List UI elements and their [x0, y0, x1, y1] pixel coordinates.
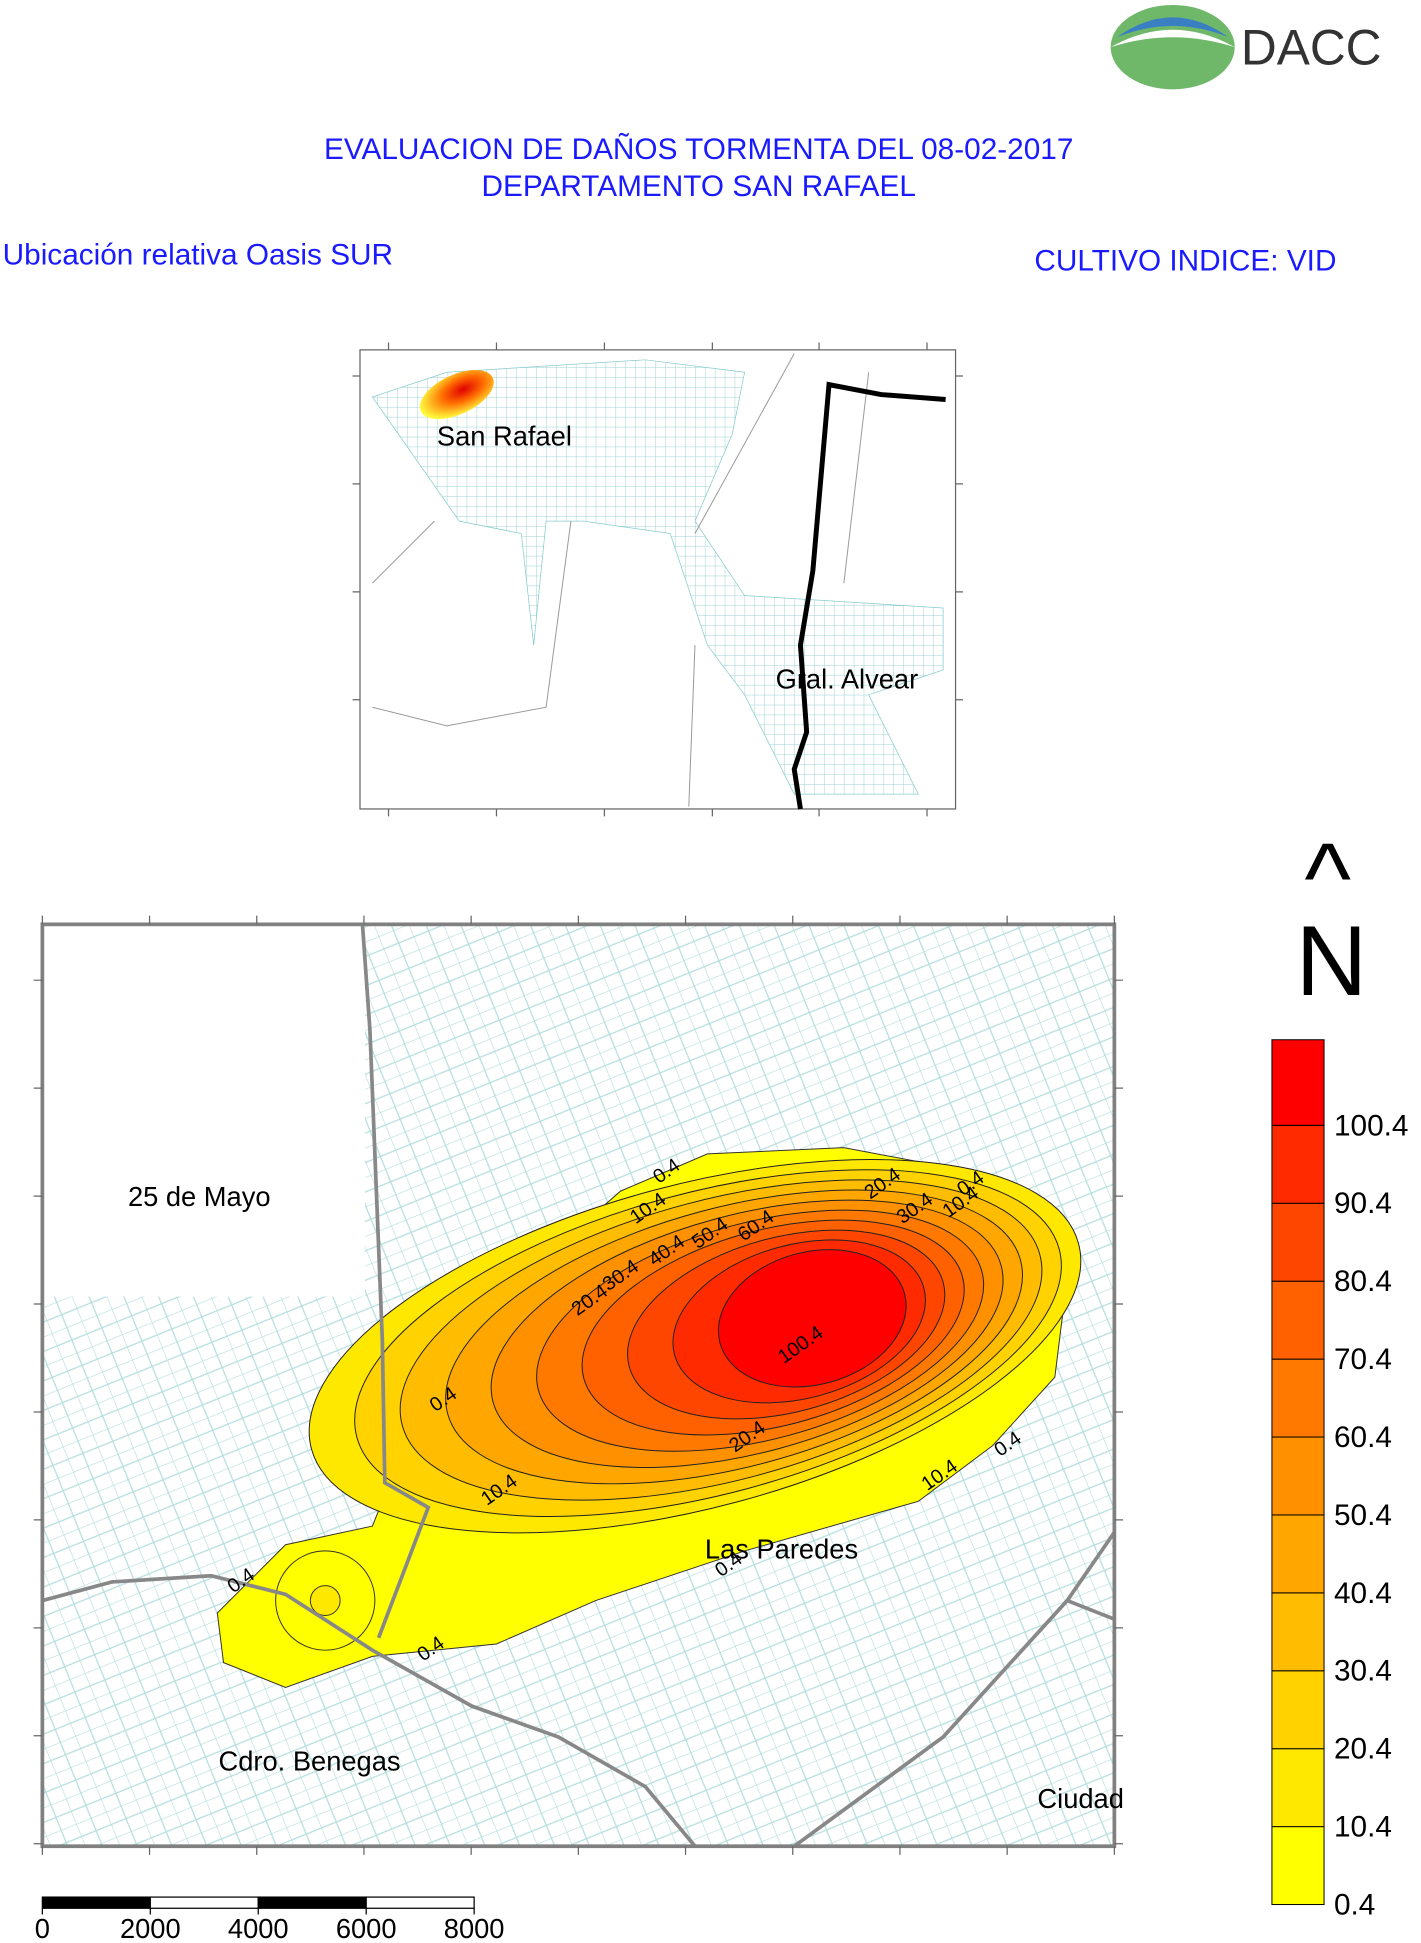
north-arrow: ^ [1304, 823, 1351, 934]
frame-tick [33, 915, 1124, 1855]
inset-label: Gral. Alvear [776, 664, 919, 695]
north-letter: N [1296, 906, 1368, 1017]
scale-segment [149, 1896, 259, 1909]
place-label: 25 de Mayo [128, 1181, 271, 1212]
legend-band [1271, 1039, 1325, 1126]
scale-label: 2000 [120, 1913, 181, 1943]
legend-label: 80.4 [1334, 1265, 1392, 1298]
scale-label: 8000 [444, 1913, 505, 1943]
main-map: 25 de Mayo Las Paredes Cdro. Benegas Ciu… [33, 915, 1124, 1855]
scale-label: 0 [35, 1913, 50, 1943]
legend-band [1271, 1592, 1325, 1672]
legend-band [1271, 1514, 1325, 1594]
legend-label: 0.4 [1334, 1888, 1375, 1921]
inset-map: San Rafael Gral. Alvear [352, 342, 963, 817]
legend-band [1271, 1358, 1325, 1438]
logo: DACC [1110, 4, 1382, 90]
legend-band [1271, 1202, 1325, 1282]
place-label: Ciudad [1037, 1783, 1123, 1814]
legend-label: 20.4 [1334, 1733, 1392, 1766]
legend: 0.4 10.4 20.4 30.4 40.4 50.4 60.4 70.4 80.4 90.4 1… [1271, 1039, 1409, 1921]
legend-band [1271, 1826, 1325, 1906]
inset-label: San Rafael [437, 420, 572, 451]
legend-label: 50.4 [1334, 1499, 1392, 1532]
scale-segment [41, 1896, 151, 1909]
contour-zone [309, 1585, 341, 1616]
legend-label: 70.4 [1334, 1343, 1392, 1376]
legend-band [1271, 1124, 1325, 1204]
scale-label: 4000 [228, 1913, 289, 1943]
legend-label: 10.4 [1334, 1811, 1392, 1844]
contour-zone [717, 1249, 907, 1388]
subtitle: Ubicación relativa Oasis SUR [3, 238, 393, 271]
title: EVALUACION DE DAÑOS TORMENTA DEL 08-02-2… [324, 132, 1073, 166]
scale-segment [365, 1896, 475, 1909]
legend-band [1271, 1748, 1325, 1828]
logo-text: DACC [1241, 20, 1382, 76]
scale-label: 6000 [336, 1913, 397, 1943]
place-label: Cdro. Benegas [219, 1746, 401, 1777]
scale-segment [257, 1896, 367, 1909]
place-label: Las Paredes [705, 1533, 858, 1564]
legend-label: 30.4 [1334, 1655, 1392, 1688]
legend-label: 100.4 [1334, 1109, 1409, 1142]
legend-band [1271, 1280, 1325, 1360]
scale-bar: 0 2000 4000 6000 8000 [35, 1896, 505, 1943]
subtitle: CULTIVO INDICE: VID [1034, 244, 1336, 277]
legend-label: 60.4 [1334, 1421, 1392, 1454]
legend-band [1271, 1436, 1325, 1516]
title: DEPARTAMENTO SAN RAFAEL [481, 170, 915, 203]
legend-label: 90.4 [1334, 1187, 1392, 1220]
legend-band [1271, 1670, 1325, 1750]
legend-label: 40.4 [1334, 1577, 1392, 1610]
